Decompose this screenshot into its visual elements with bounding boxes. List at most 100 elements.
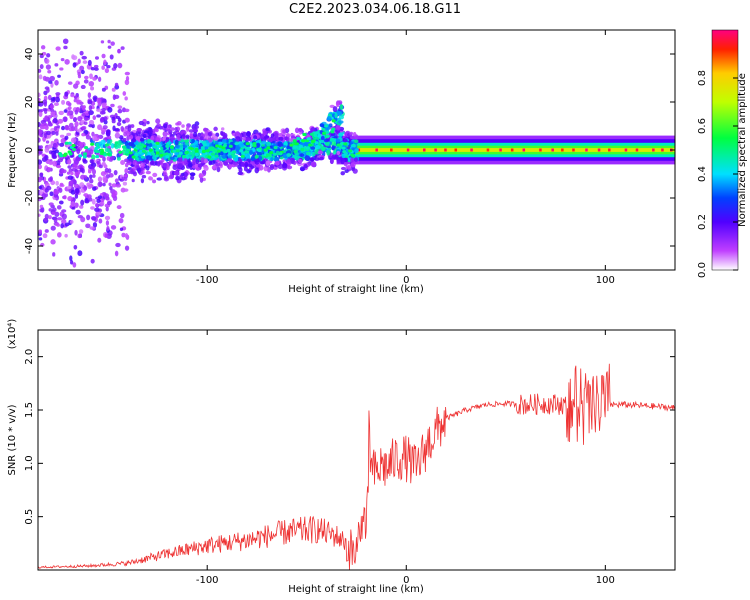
spectral-cell: [45, 64, 52, 70]
spectral-core: [246, 146, 251, 151]
spectral-cell: [237, 171, 244, 176]
spectral-cell: [215, 162, 221, 167]
spectral-cell: [60, 57, 65, 62]
spectral-peak: [470, 148, 473, 152]
spectral-cell: [330, 141, 337, 147]
spectral-core: [213, 148, 218, 152]
spectral-cell: [66, 185, 72, 190]
spectral-cell: [90, 258, 95, 264]
spectral-core: [104, 143, 109, 147]
spectral-cell: [92, 95, 98, 101]
spectral-cell: [323, 138, 330, 143]
spectral-core: [159, 153, 164, 157]
spectral-cell: [96, 198, 101, 204]
spectral-cell: [64, 91, 69, 97]
spectral-peak: [585, 148, 588, 152]
spectral-cell: [174, 127, 178, 132]
spectral-core: [330, 130, 335, 134]
spectral-core: [137, 151, 142, 155]
spectral-cell: [228, 155, 233, 159]
spectral-peak: [597, 148, 601, 152]
spectral-cell: [102, 156, 106, 162]
spectral-cell: [213, 136, 219, 142]
spectral-cell: [107, 45, 112, 49]
spectral-cell: [76, 99, 81, 105]
spectral-cell: [43, 217, 48, 222]
spectral-cell: [343, 162, 348, 167]
spectral-cell: [77, 71, 81, 76]
spectral-cell: [100, 139, 106, 145]
spectral-peak: [444, 148, 447, 152]
spectral-cell: [46, 87, 50, 93]
spectral-cell: [328, 123, 333, 128]
spectral-cell: [56, 223, 61, 227]
spectral-cell: [174, 151, 179, 156]
spectral-core: [205, 149, 210, 153]
spectral-cell: [79, 182, 85, 188]
spectral-cell: [68, 180, 74, 187]
spectral-cell: [342, 138, 348, 143]
spectral-cell: [70, 189, 76, 195]
spectral-cell: [121, 176, 125, 181]
spectral-cell: [63, 45, 68, 50]
spectral-cell: [74, 121, 79, 128]
spectral-cell: [191, 153, 195, 159]
spectral-core: [294, 142, 299, 146]
spectral-core: [252, 142, 257, 147]
spectral-cell: [117, 108, 123, 114]
snr-plot: [38, 363, 675, 570]
spectral-core: [210, 152, 215, 156]
spectral-cell: [220, 130, 224, 136]
spectral-core: [331, 119, 336, 123]
spectral-cell: [58, 200, 64, 205]
spectral-cell: [77, 115, 83, 122]
spectral-cell: [312, 151, 316, 157]
spectral-cell: [55, 96, 60, 103]
spectral-cell: [77, 233, 82, 239]
spectral-cell: [97, 124, 103, 131]
spectral-peak: [561, 148, 564, 152]
spectral-core: [228, 144, 233, 148]
spectral-cell: [147, 138, 152, 144]
spectral-cell: [111, 192, 116, 199]
spectral-cell: [110, 225, 117, 230]
spectral-cell: [110, 142, 115, 149]
spectral-cell: [49, 191, 54, 197]
spectral-cell: [191, 138, 195, 143]
spectral-cell: [181, 124, 185, 128]
spectral-peak: [522, 148, 526, 152]
spectral-cell: [63, 109, 68, 113]
x-tick-label: 0: [403, 575, 409, 586]
spectral-core: [313, 133, 318, 138]
spectral-cell: [183, 158, 188, 164]
spectral-cell: [75, 209, 81, 215]
spectral-cell: [226, 158, 233, 163]
spectral-cell: [101, 53, 106, 59]
spectral-cell: [139, 163, 146, 168]
x-tick-label: 100: [596, 575, 615, 586]
spectral-cell: [179, 174, 184, 180]
spectral-cell: [154, 127, 159, 133]
spectral-cell: [56, 205, 62, 210]
spectral-cell: [72, 205, 76, 210]
spectral-cell: [269, 164, 275, 169]
spectral-core: [90, 142, 95, 146]
spectral-cell: [47, 144, 53, 149]
spectral-core: [121, 145, 126, 149]
spectral-core: [172, 149, 177, 153]
y-tick-label: -40: [24, 238, 35, 254]
spectral-cell: [185, 134, 190, 139]
spectral-cell: [105, 206, 109, 212]
spectral-core: [207, 155, 212, 159]
spectral-core: [140, 143, 145, 147]
spectral-cell: [96, 114, 101, 118]
spectral-core: [273, 145, 278, 150]
spectral-cell: [54, 149, 60, 154]
spectral-cell: [271, 136, 277, 142]
spectral-cell: [39, 145, 43, 150]
spectral-cell: [147, 176, 153, 181]
spectral-cell: [99, 110, 105, 115]
spectral-cell: [92, 115, 97, 121]
spectral-cell: [145, 165, 150, 171]
